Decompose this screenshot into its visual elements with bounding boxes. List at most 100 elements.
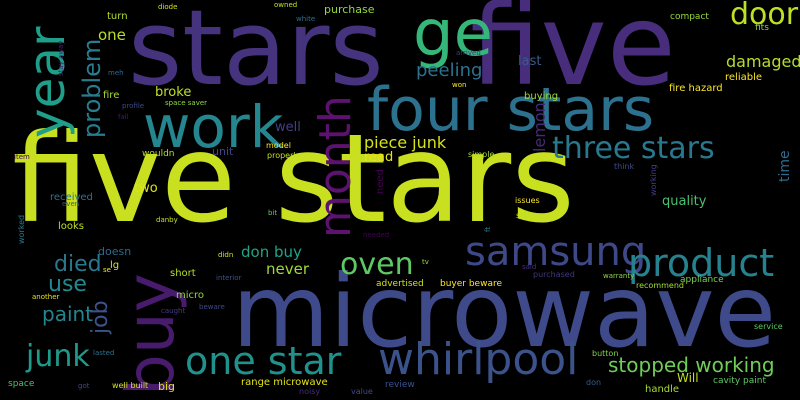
word-purchased: purchased <box>533 270 575 279</box>
word-last: last <box>518 54 542 69</box>
word-four-stars: four stars <box>367 75 655 145</box>
word-reliable: reliable <box>725 72 763 83</box>
word-short: short <box>170 268 196 279</box>
word-stars: stars <box>128 0 384 109</box>
word-compact: compact <box>670 12 709 22</box>
word-received: received <box>50 192 93 203</box>
word-space: space <box>8 379 35 389</box>
word-item: item <box>14 153 30 161</box>
word-microwave: microwave <box>232 253 777 370</box>
word-profile: profile <box>122 102 145 110</box>
word-one: one <box>98 26 126 44</box>
word-still: still <box>516 211 530 220</box>
word-won: won <box>452 81 467 89</box>
word-month: month <box>310 95 361 238</box>
word-broke: broke <box>155 85 192 100</box>
word-fire-hazard: fire hazard <box>669 83 723 94</box>
word-warranty: warranty <box>603 272 635 280</box>
word-recommend: recommend <box>636 281 684 290</box>
word-stay-away: stay away <box>57 40 65 77</box>
word-five-stars: five stars <box>12 108 575 250</box>
word-five: five <box>470 0 676 111</box>
word-doesn: doesn <box>98 245 132 258</box>
word-issues: issues <box>515 196 540 205</box>
word-oven: oven <box>340 247 414 282</box>
word-advertised: advertised <box>376 279 424 289</box>
word-well-built: well built <box>112 381 149 390</box>
word-damaged: damaged <box>726 52 800 71</box>
word-service: service <box>754 322 783 331</box>
word-danby: danby <box>156 216 178 224</box>
word-job: job <box>88 300 113 334</box>
word-product: product <box>628 241 775 285</box>
word-well: well <box>275 120 301 135</box>
word-interior: interior <box>216 274 242 282</box>
word-working: working <box>649 164 658 196</box>
word-noisy: noisy <box>299 387 321 396</box>
word-big: big <box>158 380 176 393</box>
word-lemon: lemon <box>530 102 549 152</box>
word-value: value <box>351 387 373 396</box>
word-owned: owned <box>274 1 298 9</box>
word-work: work <box>143 93 284 161</box>
word-wouldn: wouldn <box>142 149 175 159</box>
word-properly: properly <box>267 151 301 160</box>
word-read: read <box>364 150 394 165</box>
word-worked: worked <box>17 214 26 244</box>
word-fall: fall <box>118 113 129 121</box>
word-fits: fits <box>755 23 769 33</box>
word-unit: unit <box>212 145 234 158</box>
word-button: button <box>592 349 619 358</box>
word-junk: junk <box>26 339 90 374</box>
word-died: died <box>54 252 102 277</box>
word-don: don <box>586 378 602 387</box>
word-use: use <box>48 272 87 297</box>
word-micro: micro <box>176 290 205 301</box>
word-problem: problem <box>78 38 106 138</box>
word-needed: needed <box>363 231 390 239</box>
word-peeling: peeling <box>416 60 483 81</box>
word-range-microwave: range microwave <box>241 377 328 388</box>
word-review: review <box>385 380 415 390</box>
word-two: two <box>134 181 158 196</box>
word-another: another <box>32 293 60 301</box>
word-caught: caught <box>161 307 186 315</box>
word-purchase: purchase <box>324 3 375 16</box>
word-need: need <box>375 169 386 194</box>
word-three-stars: three stars <box>552 131 715 166</box>
word-think: think <box>614 162 635 171</box>
word-got: got <box>78 382 90 390</box>
word-lg: lg <box>110 260 120 271</box>
word-looks: looks <box>58 221 85 232</box>
word-buy: buy <box>112 273 189 396</box>
word-don-buy: don buy <box>241 243 302 261</box>
word-samsung: samsung <box>465 229 647 275</box>
word-handle: handle <box>645 384 680 395</box>
word-simple: simple <box>468 150 495 159</box>
word-will: Will <box>677 371 699 385</box>
word-se: se <box>103 266 111 274</box>
word-diode: diode <box>158 3 178 11</box>
word-arrived: arrived <box>456 49 481 57</box>
word-even: even <box>62 200 80 208</box>
word-space-saver: space saver <box>165 99 208 107</box>
word-never: never <box>266 260 310 278</box>
word-paint: paint <box>42 302 94 326</box>
word-beware: beware <box>199 303 225 311</box>
word-buying: buying <box>524 91 559 102</box>
word-lasted: lasted <box>93 349 115 357</box>
word-said: said <box>522 263 537 271</box>
word-ft: ft <box>484 226 492 232</box>
word-buyer-beware: buyer beware <box>440 279 503 289</box>
word-didn: didn <box>218 251 234 259</box>
word-appliance: appliance <box>680 275 724 285</box>
word-door: door <box>730 0 799 32</box>
word-model: model <box>266 141 291 150</box>
word-cavity-paint: cavity paint <box>713 376 766 386</box>
word-time: time <box>777 150 793 182</box>
word-stopped-working: stopped working <box>608 353 775 377</box>
word-meh: meh <box>108 69 124 77</box>
word-white: white <box>296 15 316 23</box>
word-one-star: one star <box>185 339 342 383</box>
